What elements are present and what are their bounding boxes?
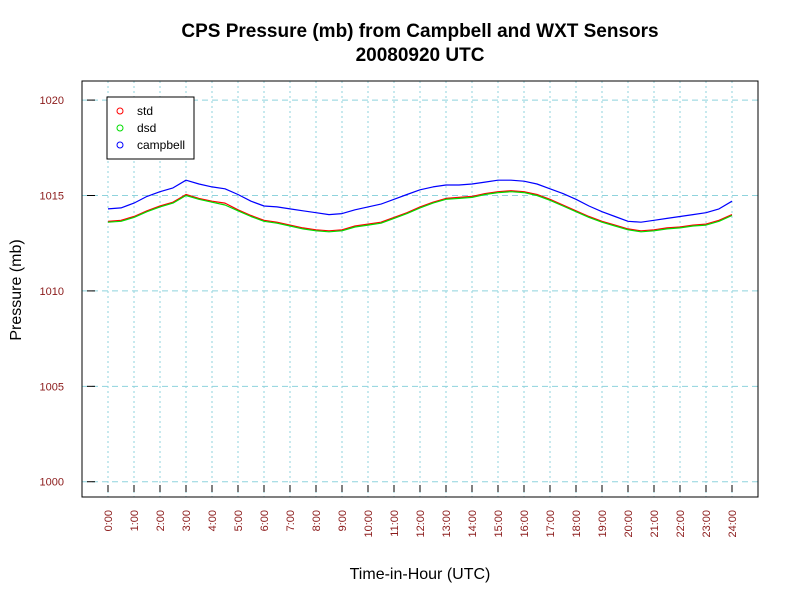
x-tick-label: 19:00 bbox=[597, 510, 609, 538]
x-tick-label: 1:00 bbox=[129, 510, 141, 531]
chart-subtitle: 20080920 UTC bbox=[356, 45, 485, 66]
x-tick-label: 8:00 bbox=[311, 510, 323, 531]
legend-label-dsd: dsd bbox=[137, 121, 156, 135]
y-tick-label: 1005 bbox=[40, 381, 64, 393]
legend-box bbox=[106, 96, 195, 160]
x-tick-label: 6:00 bbox=[259, 510, 271, 531]
grid bbox=[82, 81, 758, 497]
x-tick-label: 9:00 bbox=[337, 510, 349, 531]
x-tick-label: 22:00 bbox=[675, 510, 687, 538]
series-line-dsd bbox=[107, 191, 733, 233]
x-tick-label: 7:00 bbox=[285, 510, 297, 531]
x-tick-label: 13:00 bbox=[441, 510, 453, 538]
legend-marker-campbell bbox=[116, 141, 124, 149]
series-line-campbell bbox=[107, 179, 733, 223]
plot-frame bbox=[81, 80, 759, 498]
series-line-std bbox=[107, 190, 733, 232]
x-tick-label: 5:00 bbox=[233, 510, 245, 531]
x-tick-label: 12:00 bbox=[415, 510, 427, 538]
x-tick-label: 18:00 bbox=[571, 510, 583, 538]
x-axis-label: Time-in-Hour (UTC) bbox=[350, 566, 491, 583]
x-tick-label: 4:00 bbox=[207, 510, 219, 531]
x-tick-label: 2:00 bbox=[155, 510, 167, 531]
x-tick-label: 20:00 bbox=[623, 510, 635, 538]
x-tick-label: 15:00 bbox=[493, 510, 505, 538]
x-tick-label: 11:00 bbox=[389, 510, 401, 537]
x-tick-label: 14:00 bbox=[467, 510, 479, 538]
x-tick-label: 16:00 bbox=[519, 510, 531, 538]
y-tick-label: 1000 bbox=[40, 477, 64, 489]
legend-label-campbell: campbell bbox=[137, 138, 185, 152]
y-tick-label: 1020 bbox=[40, 95, 64, 107]
y-tick-label: 1015 bbox=[40, 190, 64, 202]
x-tick-label: 17:00 bbox=[545, 510, 557, 538]
x-tick-label: 23:00 bbox=[701, 510, 713, 538]
legend-marker-std bbox=[116, 107, 124, 115]
x-axis: 0:00 1:00 2:00 3:00 4:00 5:00 6:00 7:00 8:00 9:00… bbox=[103, 485, 739, 538]
legend: std dsd campbell bbox=[106, 96, 195, 160]
y-tick-label: 1010 bbox=[40, 286, 64, 298]
chart-title: CPS Pressure (mb) from Campbell and WXT … bbox=[181, 21, 658, 42]
legend-marker-dsd bbox=[116, 124, 124, 132]
y-axis: 1000 1005 1010 1015 1020 bbox=[40, 95, 95, 489]
legend-label-std: std bbox=[137, 104, 153, 118]
series-layer bbox=[107, 179, 733, 233]
y-axis-label: Pressure (mb) bbox=[8, 239, 25, 340]
x-tick-label: 21:00 bbox=[649, 510, 661, 538]
x-tick-label: 10:00 bbox=[363, 510, 375, 538]
x-tick-label: 24:00 bbox=[727, 510, 739, 538]
x-tick-label: 3:00 bbox=[181, 510, 193, 531]
x-tick-label: 0:00 bbox=[103, 510, 115, 531]
